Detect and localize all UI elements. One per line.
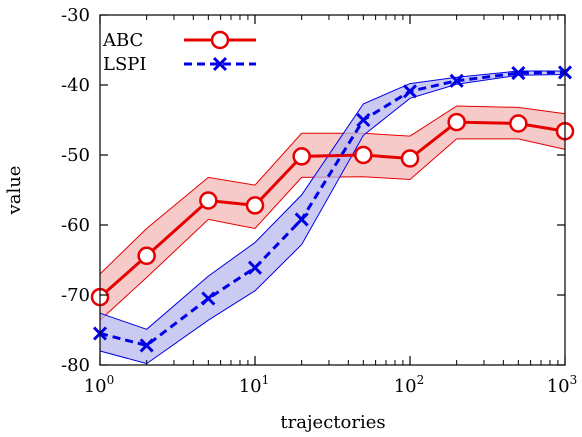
series-line-abc	[99, 120, 566, 299]
x-tick-label: 103	[547, 373, 578, 397]
series-lines	[99, 70, 566, 348]
data-point-lspi	[247, 260, 263, 275]
data-point-lspi	[356, 112, 371, 128]
data-point-abc	[400, 149, 420, 168]
data-point-abc	[354, 145, 373, 165]
plot-frame	[99, 14, 566, 366]
y-tick-label: -70	[61, 285, 90, 306]
y-tick-label: -50	[61, 145, 90, 166]
band-upper-abc	[99, 105, 566, 275]
data-point-lspi	[139, 338, 154, 353]
series-markers	[90, 65, 575, 353]
data-point-lspi	[449, 73, 464, 88]
y-tick-label: -40	[61, 75, 90, 96]
data-point-lspi	[402, 84, 418, 99]
band-abc	[100, 106, 565, 321]
data-point-lspi	[201, 291, 216, 306]
data-point-abc	[199, 191, 218, 210]
data-point-lspi	[294, 212, 309, 227]
y-axis-label: value	[4, 166, 25, 216]
series-line-lspi	[99, 70, 566, 348]
legend: ABC LSPI	[102, 30, 256, 75]
band-lspi	[100, 71, 565, 364]
y-tick-label: -30	[61, 5, 90, 26]
legend-marker-lspi	[212, 56, 228, 72]
y-tick-label: -60	[61, 215, 90, 236]
data-point-abc	[509, 114, 528, 133]
x-tick-label: 101	[239, 373, 270, 397]
band-lower-lspi	[99, 74, 566, 365]
data-point-lspi	[511, 66, 526, 81]
x-axis-label: trajectories	[280, 412, 385, 433]
y-tick-label: -80	[61, 355, 90, 376]
band-upper-lspi	[99, 70, 565, 330]
x-tick-label: 100	[84, 373, 115, 397]
data-point-abc	[245, 196, 265, 215]
axis-ticks	[99, 14, 566, 366]
data-point-abc	[447, 112, 466, 132]
x-tick-label: 102	[394, 373, 425, 397]
data-point-abc	[137, 246, 156, 266]
confidence-bands	[99, 70, 566, 365]
legend-label-lspi: LSPI	[103, 54, 147, 75]
legend-marker-abc	[210, 30, 230, 50]
data-point-abc	[292, 147, 311, 166]
legend-label-abc: ABC	[102, 30, 143, 51]
